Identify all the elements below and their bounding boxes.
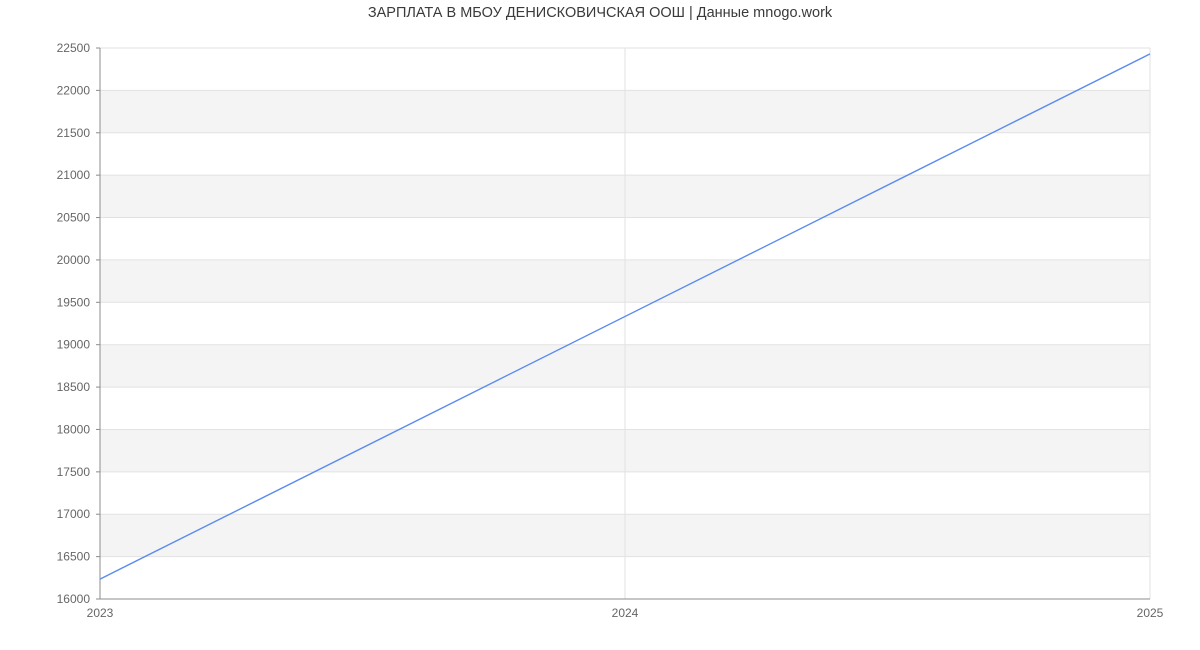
svg-text:18000: 18000 — [57, 422, 91, 436]
svg-text:2024: 2024 — [612, 606, 639, 620]
svg-text:16000: 16000 — [57, 592, 91, 606]
svg-text:2023: 2023 — [87, 606, 114, 620]
svg-text:19500: 19500 — [57, 295, 91, 309]
svg-text:17500: 17500 — [57, 465, 91, 479]
svg-text:21000: 21000 — [57, 168, 91, 182]
svg-text:17000: 17000 — [57, 507, 91, 521]
svg-text:22000: 22000 — [57, 83, 91, 97]
svg-text:2025: 2025 — [1137, 606, 1164, 620]
svg-text:20500: 20500 — [57, 211, 91, 225]
svg-text:18500: 18500 — [57, 380, 91, 394]
svg-text:22500: 22500 — [57, 41, 91, 55]
svg-text:19000: 19000 — [57, 338, 91, 352]
svg-text:16500: 16500 — [57, 550, 91, 564]
svg-text:20000: 20000 — [57, 253, 91, 267]
svg-text:21500: 21500 — [57, 126, 91, 140]
